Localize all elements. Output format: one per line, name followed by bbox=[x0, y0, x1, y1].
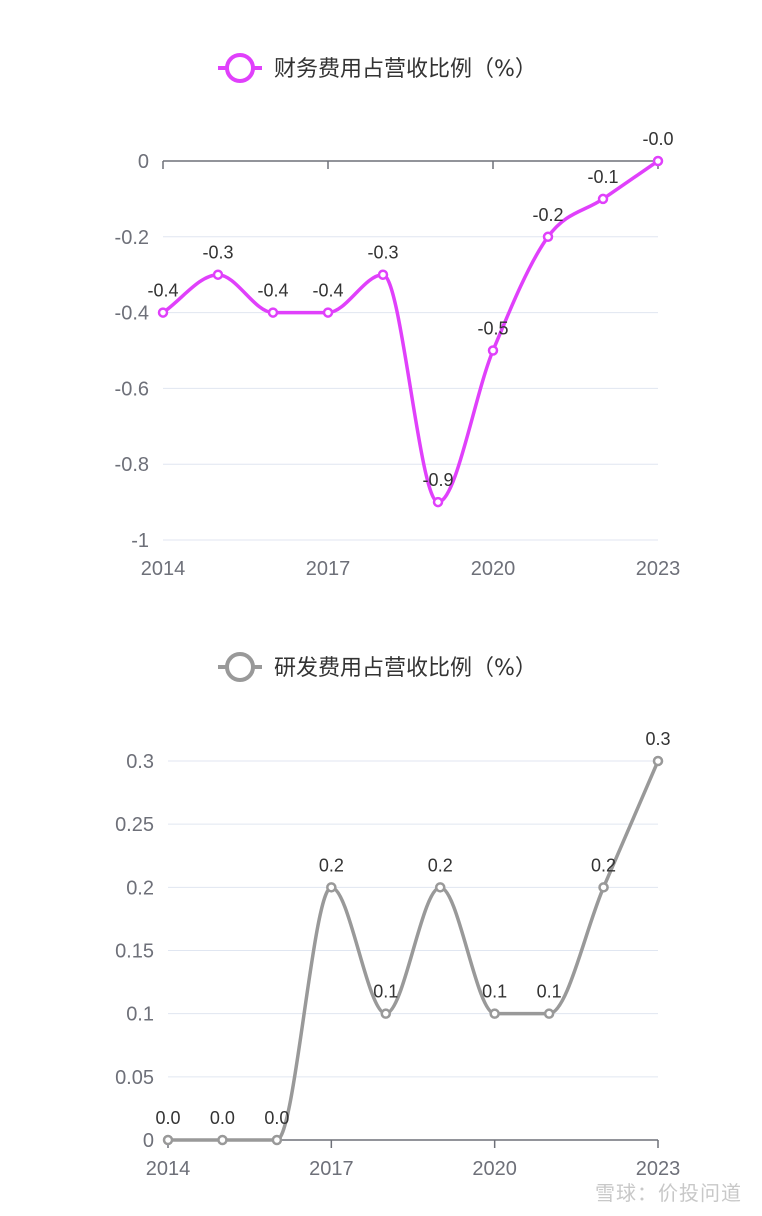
y-tick-label: 0.25 bbox=[115, 814, 154, 836]
y-tick-label: 0.3 bbox=[126, 751, 154, 773]
x-tick-label: 2023 bbox=[636, 1158, 681, 1180]
data-point bbox=[377, 269, 389, 280]
data-label: 0.0 bbox=[155, 1108, 180, 1128]
data-label: -0.3 bbox=[202, 243, 233, 263]
data-point bbox=[652, 155, 664, 167]
data-label: 0.2 bbox=[319, 855, 344, 875]
data-point bbox=[489, 1008, 500, 1019]
y-tick-label: 0.1 bbox=[126, 1004, 154, 1026]
y-tick-label: 0 bbox=[143, 1130, 154, 1152]
data-label: 0.0 bbox=[264, 1108, 289, 1128]
data-point bbox=[267, 307, 279, 318]
data-point bbox=[652, 755, 664, 767]
data-point bbox=[322, 307, 334, 318]
legend-label: 研发费用占营收比例（%） bbox=[274, 656, 537, 681]
y-tick-label: -1 bbox=[131, 530, 149, 552]
data-label: 0.2 bbox=[591, 855, 616, 875]
data-label: 0.3 bbox=[645, 729, 670, 749]
data-point bbox=[598, 882, 609, 893]
data-point bbox=[162, 1134, 174, 1146]
data-label: 0.0 bbox=[210, 1108, 235, 1128]
data-label: 0.1 bbox=[537, 982, 562, 1002]
data-point bbox=[434, 882, 446, 893]
data-label: -0.9 bbox=[422, 470, 453, 490]
data-point bbox=[432, 496, 444, 508]
y-tick-label: -0.8 bbox=[115, 454, 149, 476]
watermark: 雪球：价投问道 bbox=[595, 1181, 742, 1205]
data-point bbox=[157, 307, 169, 318]
data-label: -0.4 bbox=[312, 281, 343, 301]
data-label: 0.2 bbox=[428, 855, 453, 875]
data-point bbox=[542, 231, 554, 243]
x-tick-label: 2020 bbox=[471, 558, 516, 580]
series-line bbox=[161, 159, 660, 504]
data-point bbox=[597, 193, 609, 205]
data-point bbox=[380, 1008, 392, 1019]
legend-circle-icon bbox=[225, 53, 255, 83]
data-label: -0.2 bbox=[532, 205, 563, 225]
y-tick-label: 0.2 bbox=[126, 877, 154, 899]
x-tick-label: 2014 bbox=[146, 1158, 191, 1180]
data-label: -0.1 bbox=[587, 167, 618, 187]
y-tick-label: 0.15 bbox=[115, 941, 154, 963]
x-tick-label: 2014 bbox=[141, 558, 186, 580]
y-tick-label: 0 bbox=[138, 151, 149, 173]
y-tick-label: -0.2 bbox=[115, 227, 149, 249]
x-tick-label: 2023 bbox=[636, 558, 681, 580]
data-point bbox=[326, 882, 337, 893]
data-point bbox=[487, 345, 499, 356]
y-tick-label: -0.4 bbox=[115, 303, 149, 325]
data-label: -0.3 bbox=[367, 243, 398, 263]
chart-rd-expense: 研发费用占营收比例（%） 0.3 0.25 0.2 0.15 0.1 0.05 0 2014 20… bbox=[115, 652, 681, 1180]
data-label: -0.5 bbox=[477, 319, 508, 339]
data-label: -0.4 bbox=[257, 281, 288, 301]
data-label: 0.1 bbox=[373, 982, 398, 1002]
data-label: -0.4 bbox=[147, 281, 178, 301]
chart-finance-expense: 财务费用占营收比例（%） 0 -0.2 -0.4 -0.6 -0.8 -1 2014 2017 2… bbox=[115, 53, 681, 580]
data-point bbox=[543, 1008, 555, 1019]
x-tick-label: 2017 bbox=[306, 558, 351, 580]
data-label: -0.0 bbox=[642, 129, 673, 149]
data-point bbox=[217, 1134, 228, 1146]
x-tick-label: 2017 bbox=[309, 1158, 354, 1180]
y-tick-label: -0.6 bbox=[115, 378, 149, 400]
data-point bbox=[271, 1134, 283, 1146]
y-tick-label: 0.05 bbox=[115, 1067, 154, 1089]
data-point bbox=[212, 269, 224, 280]
x-tick-label: 2020 bbox=[472, 1158, 517, 1180]
legend-label: 财务费用占营收比例（%） bbox=[274, 57, 537, 82]
legend-circle-icon bbox=[225, 652, 255, 682]
data-label: 0.1 bbox=[482, 982, 507, 1002]
